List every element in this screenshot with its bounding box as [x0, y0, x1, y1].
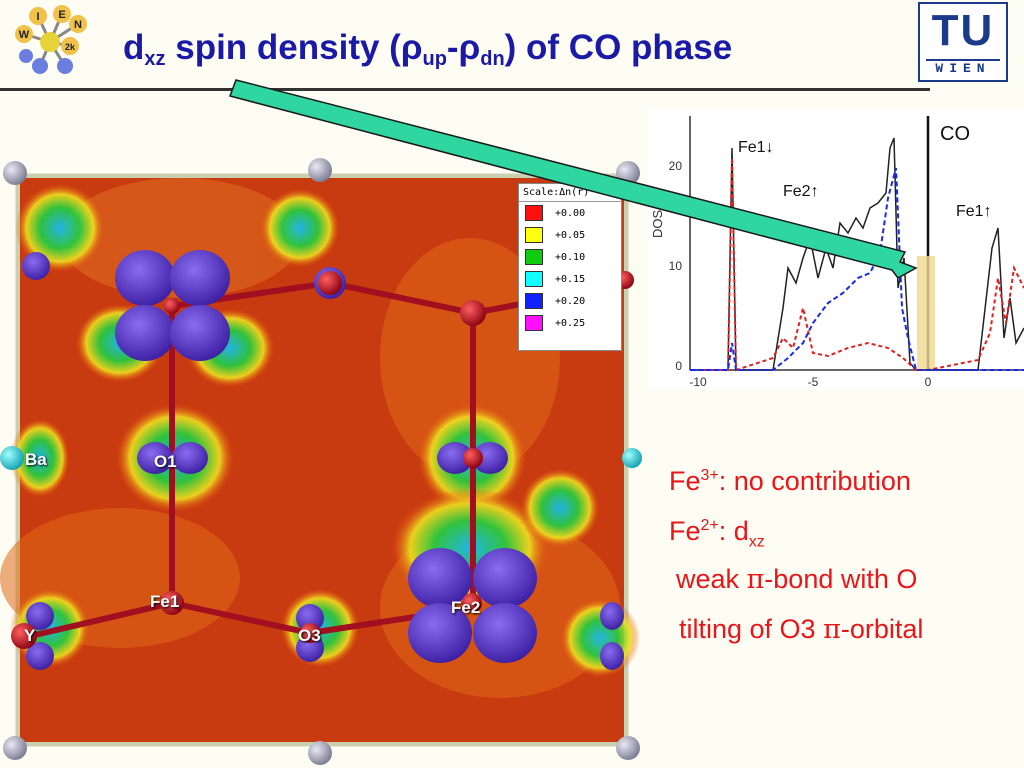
title-end: ) of CO phase — [504, 28, 733, 67]
atom-label-fe1: Fe1 — [150, 592, 180, 611]
scale-swatch — [525, 293, 543, 309]
logo-letter-w: W — [19, 29, 30, 41]
scale-value: +0.20 — [555, 295, 586, 307]
scale-row: +0.00 — [519, 202, 621, 224]
density-scale-legend: Scale:Δn(r) +0.00 +0.05 +0.10 +0.15 +0.2… — [518, 183, 622, 351]
scale-value: +0.05 — [555, 229, 586, 241]
dos-label-fe1-down: Fe1↓ — [738, 139, 774, 156]
title-mid: spin density ( — [165, 28, 401, 67]
tu-logo-text: TU — [931, 6, 995, 55]
dos-label-fe1-up: Fe1↑ — [956, 203, 992, 220]
atom-label-ba: Ba — [25, 450, 47, 469]
title-dash: - — [446, 28, 459, 67]
scale-row: +0.25 — [519, 312, 621, 334]
dos-xtick-m10: -10 — [689, 375, 707, 389]
atom-label-y: Y — [24, 626, 36, 645]
page-title: dxz spin density (ρup-ρdn) of CO phase — [123, 28, 732, 71]
dos-ylabel: DOS — [650, 210, 665, 239]
dos-ytick-0: 0 — [675, 359, 682, 373]
title-d: d — [123, 28, 145, 67]
dos-plot: 20 10 0 DOS -10 -5 0 Fe1↓ Fe2↑ CO Fe1↑ — [648, 108, 1024, 390]
title-sub-dn: dn — [480, 48, 505, 70]
bullet-weak-pi: weak π-bond with O — [676, 564, 917, 595]
dos-xtick-0: 0 — [925, 375, 932, 389]
logo-letter-i: I — [36, 11, 39, 23]
spin-density-map — [0, 158, 645, 768]
bullet-tilting-pre: tilting of O3 — [679, 614, 824, 644]
tu-logo-bar — [926, 59, 1000, 61]
scale-title: Scale:Δn(r) — [519, 184, 621, 202]
bullet-fe2: Fe2+: dxz — [669, 516, 765, 551]
logo-letter-e: E — [58, 9, 65, 21]
scale-row: +0.10 — [519, 246, 621, 268]
atom-label-o3: O3 — [298, 626, 321, 645]
title-sub-up: up — [422, 48, 447, 70]
bullet-weak-post: -bond with O — [764, 564, 918, 594]
dos-fermi-highlight — [917, 256, 935, 370]
scale-swatch — [525, 315, 543, 331]
bullet-fe2-pre: Fe — [669, 516, 701, 546]
scale-row: +0.05 — [519, 224, 621, 246]
dos-xtick-m5: -5 — [808, 375, 819, 389]
logo-letter-2k: 2k — [65, 42, 76, 52]
title-rho-up: ρ — [400, 28, 423, 67]
scale-row: +0.15 — [519, 268, 621, 290]
bullet-fe2-mid: : d — [718, 516, 749, 546]
bullet-fe3-sup: 3+ — [700, 467, 719, 484]
header-divider — [0, 88, 930, 91]
dos-label-co: CO — [940, 123, 970, 145]
tu-wien-logo: TU WIEN — [918, 2, 1008, 82]
bullet-weak-pre: weak — [676, 564, 747, 594]
bullet-tilting-pi-symbol: π — [823, 614, 841, 645]
atom-label-o1: O1 — [154, 452, 177, 471]
bullet-fe3-post: : no contribution — [718, 466, 911, 496]
dos-ytick-20: 20 — [669, 159, 683, 173]
bullet-fe2-sub: xz — [748, 533, 765, 551]
bullet-tilting: tilting of O3 π-orbital — [679, 614, 923, 645]
title-sub-xz: xz — [144, 48, 166, 70]
scale-value: +0.15 — [555, 273, 586, 285]
logo-letter-n: N — [74, 19, 82, 31]
scale-swatch — [525, 249, 543, 265]
scale-row: +0.20 — [519, 290, 621, 312]
scale-swatch — [525, 271, 543, 287]
dos-label-fe2-up: Fe2↑ — [783, 183, 819, 200]
bullet-fe3: Fe3+: no contribution — [669, 466, 911, 497]
bullet-fe2-sup: 2+ — [700, 517, 719, 534]
dos-blue-curve — [690, 167, 1024, 371]
title-rho-dn: ρ — [458, 28, 481, 67]
bullet-weak-pi-symbol: π — [746, 564, 765, 595]
atom-label-fe2: Fe2 — [451, 598, 481, 617]
scale-swatch — [525, 227, 543, 243]
scale-value: +0.25 — [555, 317, 586, 329]
wien2k-logo: I E N W 2k — [15, 5, 87, 74]
bullet-fe3-pre: Fe — [669, 466, 701, 496]
scale-value: +0.00 — [555, 207, 586, 219]
dos-ytick-10: 10 — [669, 259, 683, 273]
tu-logo-wien: WIEN — [935, 61, 991, 76]
bullet-tilting-post: -orbital — [840, 614, 924, 644]
scale-value: +0.10 — [555, 251, 586, 263]
scale-swatch — [525, 205, 543, 221]
